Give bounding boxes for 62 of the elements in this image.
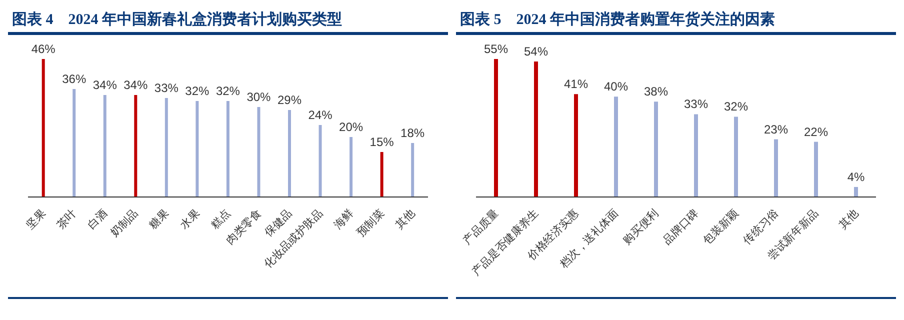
- bar: [226, 101, 230, 197]
- x-tick-label: 购买便利: [620, 206, 661, 248]
- data-label: 18%: [400, 126, 425, 140]
- bar: [350, 137, 353, 197]
- data-label: 30%: [246, 90, 272, 104]
- data-label: 22%: [804, 124, 828, 139]
- bar: [318, 125, 322, 197]
- bar: [654, 102, 658, 197]
- bar: [574, 94, 578, 197]
- bar: [257, 107, 260, 197]
- chart-title: 图表 5 2024 年中国消费者购置年货关注的因素: [456, 8, 896, 35]
- x-tick-label: 预制菜: [354, 206, 387, 240]
- bar: [534, 62, 538, 197]
- bar: [494, 59, 498, 197]
- data-label: 33%: [684, 97, 708, 112]
- x-tick-label: 品牌口碑: [660, 206, 701, 248]
- bar: [411, 143, 414, 197]
- bar: [814, 142, 818, 197]
- data-label: 23%: [764, 122, 788, 136]
- x-tick-label: 奶制品: [108, 206, 141, 240]
- data-label: 32%: [724, 100, 748, 114]
- x-tick-label: 坚果: [24, 206, 48, 232]
- data-label: 24%: [308, 108, 333, 122]
- bar: [774, 139, 778, 197]
- data-label: 32%: [185, 84, 210, 98]
- bar: [854, 186, 858, 197]
- x-tick-label: 水果: [177, 206, 202, 232]
- data-label: 15%: [370, 135, 394, 149]
- data-label: 4%: [847, 170, 865, 184]
- x-tick-label: 海鲜: [331, 206, 356, 232]
- x-tick-label: 包装新颖: [700, 206, 741, 248]
- data-label: 36%: [62, 72, 86, 86]
- data-label: 32%: [216, 84, 240, 98]
- bar: [164, 98, 168, 197]
- data-label: 33%: [154, 81, 179, 95]
- data-label: 41%: [564, 77, 588, 92]
- bar: [614, 96, 618, 197]
- x-tick-label: 糕点: [208, 206, 233, 232]
- x-tick-label: 茶叶: [54, 206, 80, 232]
- bar: [42, 59, 45, 197]
- x-tick-label: 糖果: [146, 206, 172, 232]
- data-label: 29%: [277, 93, 302, 107]
- data-label: 34%: [92, 78, 118, 92]
- data-label: 34%: [124, 78, 148, 92]
- x-tick-label: 其他: [392, 206, 418, 232]
- bar: [103, 95, 106, 197]
- bar: [694, 114, 698, 197]
- data-label: 54%: [524, 44, 548, 59]
- bar: [288, 110, 291, 197]
- data-label: 20%: [339, 120, 364, 134]
- bar: [380, 152, 384, 197]
- data-label: 38%: [644, 84, 668, 99]
- bar: [134, 95, 138, 197]
- bar: [734, 116, 738, 197]
- bar: [196, 101, 199, 197]
- x-tick-label: 白酒: [85, 206, 110, 232]
- chart-title: 图表 4 2024 年中国新春礼盒消费者计划购买类型: [8, 8, 448, 35]
- data-label: 46%: [31, 42, 56, 56]
- bar: [72, 89, 76, 197]
- x-tick-label: 其他: [836, 206, 861, 232]
- data-label: 40%: [604, 80, 628, 94]
- data-label: 55%: [484, 42, 508, 56]
